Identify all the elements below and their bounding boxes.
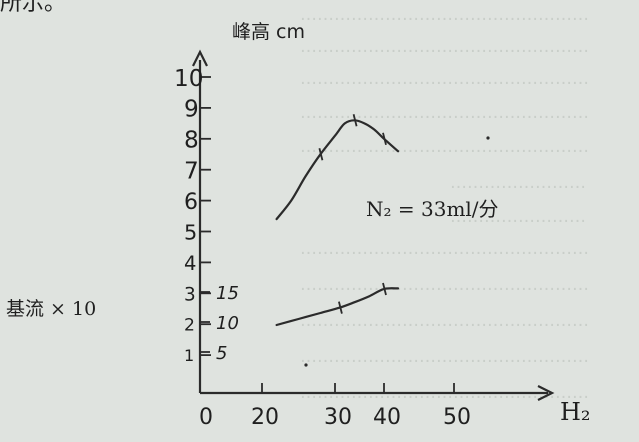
curve-annotation: N₂ = 33ml/分 <box>366 197 499 221</box>
secondary-y-tick-label: 5 <box>216 343 227 364</box>
y-tick-label: 9 <box>184 96 199 123</box>
background-bleed-text: …………………………………………… …………………………………………… …………… <box>300 5 589 403</box>
x-tick-label: 20 <box>251 405 279 430</box>
y-tick-label: 5 <box>184 220 197 244</box>
data-point-mark <box>338 301 343 314</box>
svg-text:……………………………………………: …………………………………………… <box>300 5 589 25</box>
svg-text:……………………………………………: …………………………………………… <box>300 69 589 89</box>
baseline-current-curve <box>275 287 400 327</box>
svg-text:……………………………………………: …………………………………………… <box>300 311 589 331</box>
stray-dot <box>304 363 308 367</box>
y-tick-label: 2 <box>184 316 195 336</box>
y-tick-label: 6 <box>184 190 198 215</box>
y-tick-label: 7 <box>184 158 199 185</box>
svg-text:……………………: …………………… <box>450 173 586 193</box>
stray-dot <box>486 136 490 140</box>
series-layer <box>275 114 400 327</box>
svg-text:……………………………………………: …………………………………………… <box>300 239 589 259</box>
secondary-y-axis-label: 基流 × 10 <box>6 298 96 320</box>
data-point-mark <box>352 114 358 127</box>
x-tick-label: 0 <box>199 405 213 430</box>
x-axis-arrow <box>537 385 555 401</box>
x-tick-label: 40 <box>373 405 401 430</box>
peak-height-curve <box>275 119 400 221</box>
y-tick-label: 8 <box>184 127 199 154</box>
y-tick-label: 1 <box>184 346 194 365</box>
svg-text:……………………: …………………… <box>450 207 586 227</box>
x-axis-label: H₂ <box>560 398 591 426</box>
secondary-y-axis-ticks: 5 10 15 <box>200 283 239 364</box>
secondary-y-tick-label: 15 <box>216 283 239 304</box>
data-point-mark <box>318 148 324 161</box>
data-point-mark <box>382 282 387 296</box>
svg-text:……………………………………………: …………………………………………… <box>300 37 589 57</box>
y-axis-ticks: 1 2 3 4 5 6 7 8 9 10 <box>174 65 211 365</box>
svg-text:……………………………………………: …………………………………………… <box>300 103 589 123</box>
y-tick-label: 3 <box>184 284 196 305</box>
x-tick-label: 50 <box>443 405 471 430</box>
y-axis-label: 峰高 cm <box>232 21 305 43</box>
top-text-fragment: 所示。 <box>0 0 66 16</box>
svg-text:……………………………………………: …………………………………………… <box>300 347 589 367</box>
y-tick-label: 10 <box>174 65 204 92</box>
svg-text:……………………………………………: …………………………………………… <box>300 137 589 157</box>
data-point-mark <box>382 132 387 146</box>
x-tick-label: 30 <box>324 405 352 430</box>
y-tick-label: 4 <box>184 252 196 275</box>
y-axis-arrow <box>192 49 208 67</box>
secondary-y-tick-label: 10 <box>216 313 239 334</box>
x-axis-ticks: 0 20 30 40 50 <box>199 383 471 430</box>
svg-text:……………………………………………: …………………………………………… <box>300 275 589 295</box>
